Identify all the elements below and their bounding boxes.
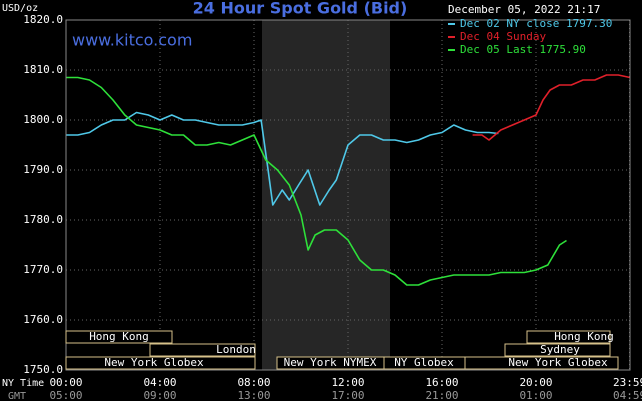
sessions: Hong Kong Hong Kong London Sydney New Yo… [65, 330, 619, 370]
legend-label: Dec 04 Sunday [460, 30, 546, 43]
x-tick-label-gmt: 13:00 [237, 389, 270, 401]
lines [66, 74, 631, 286]
session-box [149, 343, 256, 357]
x-tick-label-gmt: 17:00 [331, 389, 364, 401]
x-tick-label: 00:00 [49, 376, 82, 389]
price-line [66, 111, 499, 206]
x-tick-label-gmt: 05:00 [49, 389, 82, 401]
y-tick-label: 1780.0 [23, 213, 63, 226]
session-label: NY Globex [394, 356, 454, 369]
plot-frame [65, 19, 631, 371]
x-tick-label: 16:00 [425, 376, 458, 389]
legend-label: Dec 02 NY close 1797.30 [460, 17, 612, 30]
y-tick-label: 1750.0 [23, 363, 63, 376]
session-box [526, 330, 611, 344]
x-tick-label-gmt: 04:59 [613, 389, 642, 401]
x-tick-label-gmt: 01:00 [519, 389, 552, 401]
session-label: New York Globex [508, 356, 608, 369]
session-box [65, 356, 256, 370]
x-tick-label-gmt: 21:00 [425, 389, 458, 401]
y-tick-label: 1810.0 [23, 63, 63, 76]
legend-label: Dec 05 Last 1775.90 [460, 43, 586, 56]
y-tick-label: 1760.0 [23, 313, 63, 326]
session-box [464, 356, 619, 370]
watermark: www.kitco.com [72, 31, 192, 50]
session-label: New York NYMEX [284, 356, 377, 369]
session-label: Sydney [540, 343, 580, 356]
x-row-label: NY Time [2, 378, 44, 389]
x-tick-label: 04:00 [143, 376, 176, 389]
x-tick-label-gmt: 09:00 [143, 389, 176, 401]
timestamp: December 05, 2022 21:17 [448, 3, 600, 16]
y-tick-label: 1800.0 [23, 113, 63, 126]
session-label: Hong Kong [554, 330, 614, 343]
session-label: New York Globex [104, 356, 204, 369]
x-tick-label: 23:59 [613, 376, 642, 389]
y-tick-label: 1820.0 [23, 13, 63, 26]
price-line [472, 74, 631, 141]
x-tick-label: 12:00 [331, 376, 364, 389]
session-box [65, 330, 173, 344]
session-label: Hong Kong [89, 330, 149, 343]
y-axis-label: USD/oz [2, 3, 38, 14]
y-tick-label: 1770.0 [23, 263, 63, 276]
x-tick-label: 20:00 [519, 376, 552, 389]
price-line [66, 76, 567, 286]
x-tick-label: 08:00 [237, 376, 270, 389]
session-label: London [216, 343, 256, 356]
x-row-label: GMT [8, 391, 26, 401]
y-tick-label: 1790.0 [23, 163, 63, 176]
chart-title: 24 Hour Spot Gold (Bid) [193, 0, 408, 18]
session-box [504, 343, 611, 357]
